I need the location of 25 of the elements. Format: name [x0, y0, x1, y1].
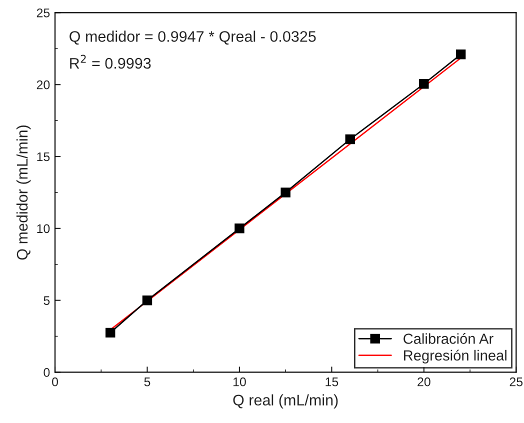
point: [234, 224, 244, 234]
y-tick-label: 20: [36, 80, 50, 90]
annotation: Q medidor = 0.9947 * Qreal - 0.0325: [70, 30, 316, 45]
point: [419, 79, 429, 89]
x-tick-label: 25: [510, 377, 523, 386]
point: [345, 134, 355, 144]
x-tick-label: 20: [418, 377, 430, 386]
x-tick-label: 15: [326, 378, 338, 386]
legend-label: Regresión lineal: [404, 350, 506, 364]
y-tick-label: 25: [36, 8, 50, 18]
x-tick-label: 5: [144, 378, 150, 386]
point: [280, 188, 290, 198]
point: [142, 295, 152, 306]
point: [105, 328, 116, 338]
x-tick-label: 0: [52, 377, 58, 386]
x-tick-label: 10: [233, 377, 246, 386]
y-tick-label: 10: [37, 224, 50, 234]
y-tick-label: 15: [37, 152, 50, 162]
annotation: R$^{2}$ = 0.9993: [70, 54, 151, 69]
y-tick-label: 0: [44, 368, 50, 377]
x-axis-title: Q real (mL/min): [233, 394, 338, 409]
point: [456, 50, 466, 60]
y-tick-label: 5: [44, 296, 50, 305]
y-axis-title: Q medidor (mL/min): [16, 125, 31, 260]
legend-label: Calibración Ar: [404, 333, 494, 344]
